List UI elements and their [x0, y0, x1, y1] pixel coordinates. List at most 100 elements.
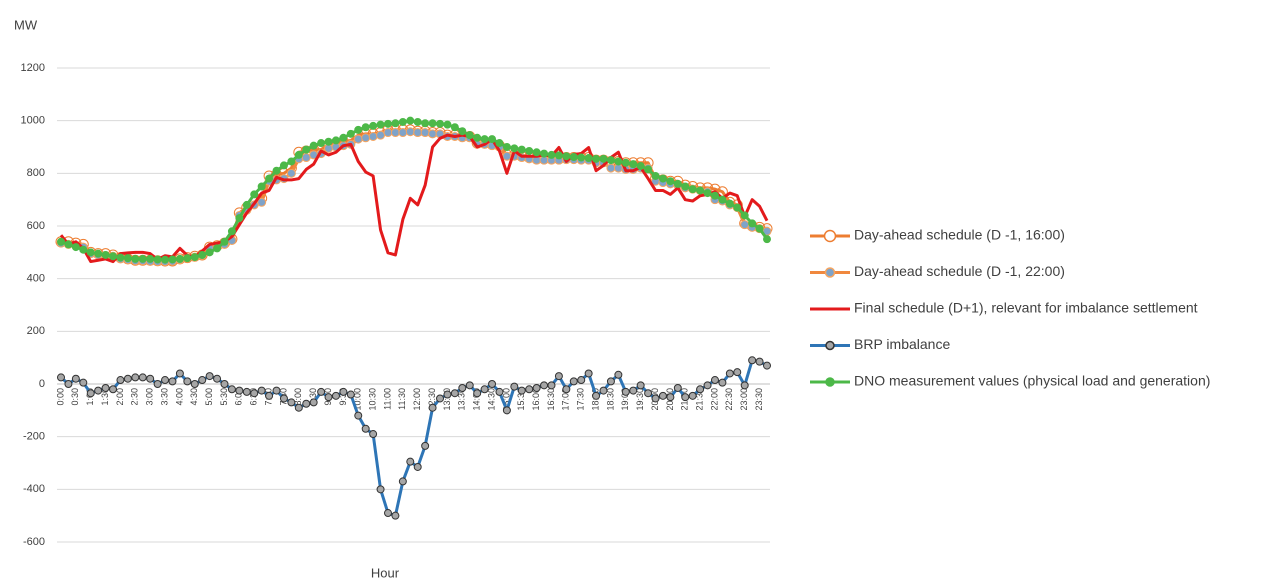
data-point: [606, 156, 615, 165]
series-line: [60, 130, 768, 264]
data-point: [413, 117, 422, 126]
y-tick-label: 200: [27, 325, 45, 337]
data-point: [138, 254, 147, 263]
data-point: [763, 235, 771, 244]
legend-marker: [825, 340, 835, 351]
data-point: [740, 220, 750, 230]
x-tick-label: 2:30: [130, 388, 140, 406]
data-point: [547, 150, 556, 159]
data-point: [235, 214, 244, 223]
data-point: [287, 398, 296, 407]
y-tick-label: -400: [23, 483, 45, 495]
x-tick-label: 15:00: [501, 388, 511, 411]
data-point: [532, 148, 541, 157]
data-point: [101, 383, 110, 392]
data-point: [376, 120, 385, 129]
data-point: [666, 393, 675, 402]
legend-label: BRP imbalance: [854, 336, 950, 352]
data-point: [584, 154, 593, 163]
data-point: [681, 393, 690, 402]
data-point: [673, 383, 682, 392]
data-point: [79, 245, 88, 254]
data-point: [116, 376, 125, 385]
data-point: [213, 374, 222, 383]
data-point: [346, 390, 355, 399]
data-point: [220, 237, 229, 246]
data-point: [272, 386, 281, 395]
data-point: [436, 394, 445, 403]
data-point: [599, 386, 608, 395]
data-point: [235, 386, 244, 395]
data-point: [123, 374, 132, 383]
data-point: [368, 131, 378, 141]
data-point: [272, 166, 281, 175]
data-point: [525, 385, 534, 394]
data-point: [614, 157, 623, 166]
data-point: [369, 121, 378, 130]
x-tick-label: 23:30: [754, 388, 764, 411]
data-point: [398, 128, 408, 138]
data-point: [421, 119, 430, 128]
data-point: [242, 387, 251, 396]
data-point: [302, 145, 311, 154]
data-point: [376, 485, 385, 494]
data-point: [733, 203, 742, 212]
legend-label: Day-ahead schedule (D -1, 16:00): [854, 227, 1065, 243]
data-point: [577, 153, 586, 162]
data-point: [265, 391, 274, 400]
data-point: [554, 372, 563, 381]
x-tick-label: 4:00: [174, 388, 184, 406]
data-point: [621, 158, 630, 167]
data-point: [710, 376, 719, 385]
data-point: [324, 393, 333, 402]
x-tick-label: 13:00: [442, 388, 452, 411]
data-point: [547, 381, 556, 390]
data-point: [361, 133, 371, 143]
data-point: [718, 378, 727, 387]
data-point: [257, 386, 266, 395]
data-point: [465, 131, 474, 140]
data-point: [94, 386, 103, 395]
data-point: [168, 255, 177, 264]
data-point: [480, 135, 489, 144]
data-point: [458, 127, 467, 136]
data-point: [673, 179, 682, 188]
data-point: [190, 380, 199, 388]
y-tick-label: 1000: [21, 115, 45, 127]
x-tick-label: 17:00: [561, 388, 571, 411]
data-point: [131, 254, 140, 263]
x-tick-label: 10:00: [353, 388, 363, 411]
data-point: [391, 119, 400, 128]
data-point: [294, 150, 303, 159]
data-point: [57, 237, 65, 246]
data-point: [175, 254, 184, 263]
x-tick-label: 16:30: [546, 388, 556, 411]
data-point: [198, 376, 207, 385]
data-point: [473, 389, 482, 398]
data-point: [168, 377, 177, 386]
x-tick-label: 1:30: [100, 388, 110, 406]
data-point: [398, 477, 407, 486]
data-point: [317, 387, 326, 396]
data-point: [138, 373, 147, 382]
data-point: [376, 130, 386, 140]
data-point: [473, 133, 482, 142]
data-point: [391, 511, 400, 520]
data-point: [688, 185, 697, 194]
data-point: [443, 120, 452, 129]
data-point: [390, 128, 400, 138]
x-tick-label: 14:00: [472, 388, 482, 411]
data-point: [606, 377, 615, 386]
legend-marker: [824, 267, 836, 278]
data-point: [740, 211, 749, 220]
x-tick-label: 23:00: [739, 388, 749, 411]
data-point: [242, 200, 251, 209]
data-point: [480, 385, 489, 394]
data-point: [361, 123, 370, 132]
data-point: [257, 197, 267, 207]
data-point: [123, 254, 132, 263]
data-point: [361, 424, 370, 433]
data-point: [710, 191, 719, 200]
legend-marker: [825, 377, 835, 387]
